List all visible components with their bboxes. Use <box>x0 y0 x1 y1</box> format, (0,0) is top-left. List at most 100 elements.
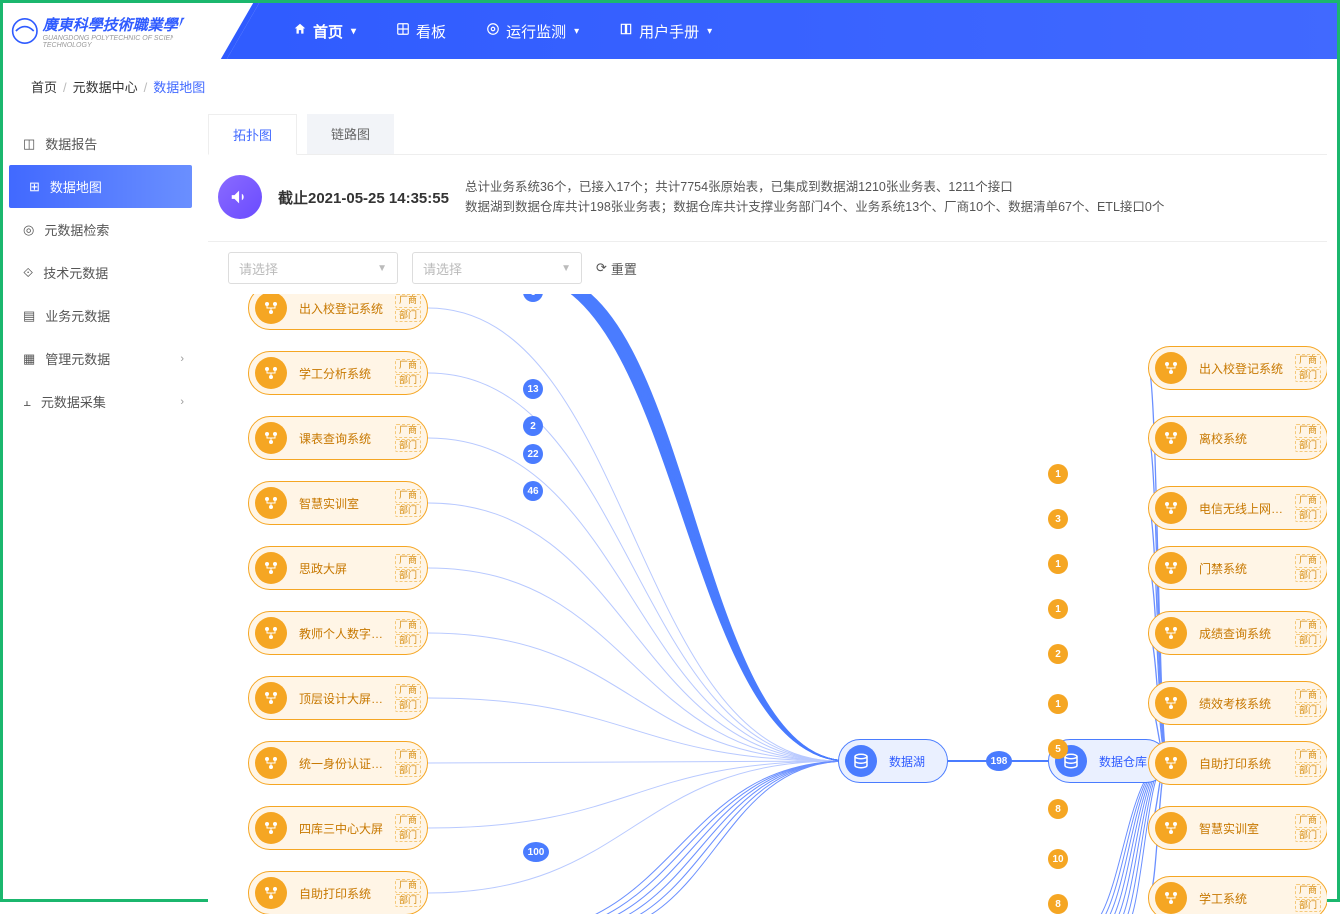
hierarchy-icon <box>1155 747 1187 779</box>
node-label: 顶层设计大屏核… <box>293 690 395 707</box>
sidebar-item-collect[interactable]: ⫠元数据采集› <box>3 380 198 423</box>
tab-topology[interactable]: 拓扑图 <box>208 114 297 155</box>
node-tag: 部门 <box>1295 439 1321 453</box>
graph-node-system[interactable]: 教师个人数字档…厂商部门 <box>248 611 428 655</box>
report-icon: ◫ <box>23 136 35 152</box>
sidebar-item-map[interactable]: ⊞数据地图 <box>9 165 192 208</box>
hierarchy-icon <box>1155 352 1187 384</box>
sidebar-item-tech[interactable]: ⟐技术元数据 <box>3 251 198 294</box>
graph-node-system[interactable]: 自助打印系统厂商部门 <box>1148 741 1327 785</box>
hierarchy-icon <box>255 552 287 584</box>
graph-node-system[interactable]: 顶层设计大屏核…厂商部门 <box>248 676 428 720</box>
chevron-right-icon: › <box>180 353 184 365</box>
sidebar-label: 技术元数据 <box>43 263 108 282</box>
node-label: 成绩查询系统 <box>1193 625 1295 642</box>
node-tag: 厂商 <box>1295 494 1321 508</box>
nav-dashboard[interactable]: 看板 <box>396 21 446 42</box>
node-label: 绩效考核系统 <box>1193 695 1295 712</box>
graph-node-system[interactable]: 出入校登记系统厂商部门 <box>1148 346 1327 390</box>
node-label: 学工分析系统 <box>293 365 395 382</box>
node-tag: 部门 <box>395 569 421 583</box>
edge-count-badge: 2 <box>1048 644 1068 664</box>
edge-count-badge: 1 <box>1048 464 1068 484</box>
graph-node-system[interactable]: 学工分析系统厂商部门 <box>248 351 428 395</box>
edge-count-badge: 22 <box>523 444 543 464</box>
node-label: 自助打印系统 <box>293 885 395 902</box>
graph-node-system[interactable]: 出入校登记系统厂商部门 <box>248 294 428 330</box>
node-tag: 部门 <box>1295 509 1321 523</box>
filter-select-2[interactable]: 请选择 ▼ <box>412 252 582 284</box>
graph-node-system[interactable]: 电信无线上网认…厂商部门 <box>1148 486 1327 530</box>
notice-banner: 截止2021-05-25 14:35:55 总计业务系统36个，已接入17个；共… <box>208 169 1327 225</box>
node-tag: 厂商 <box>1295 354 1321 368</box>
sidebar-item-search[interactable]: ◎元数据检索 <box>3 208 198 251</box>
dashboard-icon <box>396 22 410 40</box>
chevron-down-icon: ▼ <box>377 263 387 274</box>
graph-node-center[interactable]: 数据湖 <box>838 739 948 783</box>
hierarchy-icon <box>255 877 287 909</box>
graph-node-system[interactable]: 课表查询系统厂商部门 <box>248 416 428 460</box>
graph-node-system[interactable]: 统一身份认证系…厂商部门 <box>248 741 428 785</box>
sidebar-label: 业务元数据 <box>45 306 110 325</box>
node-label: 自助打印系统 <box>1193 755 1295 772</box>
hierarchy-icon <box>255 487 287 519</box>
nav-monitor[interactable]: 运行监测▾ <box>486 21 579 42</box>
node-label: 出入校登记系统 <box>1193 360 1295 377</box>
hierarchy-icon <box>1155 552 1187 584</box>
edge-count-badge: 46 <box>523 481 543 501</box>
node-tag: 厂商 <box>395 684 421 698</box>
graph-node-system[interactable]: 绩效考核系统厂商部门 <box>1148 681 1327 725</box>
sidebar-item-manage[interactable]: ▦管理元数据› <box>3 337 198 380</box>
graph-node-system[interactable]: 成绩查询系统厂商部门 <box>1148 611 1327 655</box>
hierarchy-icon <box>1155 422 1187 454</box>
node-tag: 厂商 <box>1295 749 1321 763</box>
graph-node-system[interactable]: 学工系统厂商部门 <box>1148 876 1327 914</box>
edge-count-badge: 2 <box>523 416 543 436</box>
graph-node-system[interactable]: 四库三中心大屏厂商部门 <box>248 806 428 850</box>
node-label: 统一身份认证系… <box>293 755 395 772</box>
graph-node-system[interactable]: 思政大屏厂商部门 <box>248 546 428 590</box>
node-tag: 部门 <box>1295 899 1321 913</box>
graph-node-system[interactable]: 门禁系统厂商部门 <box>1148 546 1327 590</box>
sidebar-label: 数据报告 <box>45 134 97 153</box>
node-label: 教师个人数字档… <box>293 625 395 642</box>
graph-node-system[interactable]: 智慧实训室厂商部门 <box>1148 806 1327 850</box>
edge-count-badge: 10 <box>1048 849 1068 869</box>
nav-home[interactable]: 首页▾ <box>293 21 356 42</box>
node-tag: 厂商 <box>1295 424 1321 438</box>
graph-node-system[interactable]: 离校系统厂商部门 <box>1148 416 1327 460</box>
select-placeholder: 请选择 <box>423 259 462 278</box>
node-tag: 厂商 <box>395 424 421 438</box>
hierarchy-icon <box>255 617 287 649</box>
sidebar-item-biz[interactable]: ▤业务元数据 <box>3 294 198 337</box>
graph-node-system[interactable]: 自助打印系统厂商部门 <box>248 871 428 914</box>
node-tag: 部门 <box>1295 569 1321 583</box>
hierarchy-icon <box>1155 687 1187 719</box>
hierarchy-icon <box>1155 812 1187 844</box>
node-label: 智慧实训室 <box>293 495 395 512</box>
filter-select-1[interactable]: 请选择 ▼ <box>228 252 398 284</box>
breadcrumb-item[interactable]: 元数据中心 <box>73 80 138 95</box>
node-tag: 部门 <box>395 764 421 778</box>
node-tag: 部门 <box>1295 704 1321 718</box>
sidebar-label: 管理元数据 <box>45 349 110 368</box>
nav-book[interactable]: 用户手册▾ <box>619 21 712 42</box>
nav-label: 用户手册 <box>639 21 699 42</box>
reset-button[interactable]: ⟳ 重置 <box>596 259 637 278</box>
tab-link[interactable]: 链路图 <box>307 114 394 154</box>
breadcrumb-item[interactable]: 首页 <box>31 80 57 95</box>
node-tag: 部门 <box>1295 369 1321 383</box>
node-tag: 部门 <box>395 504 421 518</box>
node-tag: 厂商 <box>395 554 421 568</box>
node-label: 门禁系统 <box>1193 560 1295 577</box>
sidebar-item-report[interactable]: ◫ 数据报告 <box>3 122 198 165</box>
collect-icon: ⫠ <box>23 394 31 410</box>
graph-node-system[interactable]: 智慧实训室厂商部门 <box>248 481 428 525</box>
node-tag: 厂商 <box>395 879 421 893</box>
edge-count-badge: 1 <box>1048 694 1068 714</box>
hierarchy-icon <box>1155 617 1187 649</box>
chevron-right-icon: › <box>180 396 184 408</box>
sidebar-label: 元数据检索 <box>44 220 109 239</box>
node-label: 离校系统 <box>1193 430 1295 447</box>
home-icon <box>293 22 307 40</box>
